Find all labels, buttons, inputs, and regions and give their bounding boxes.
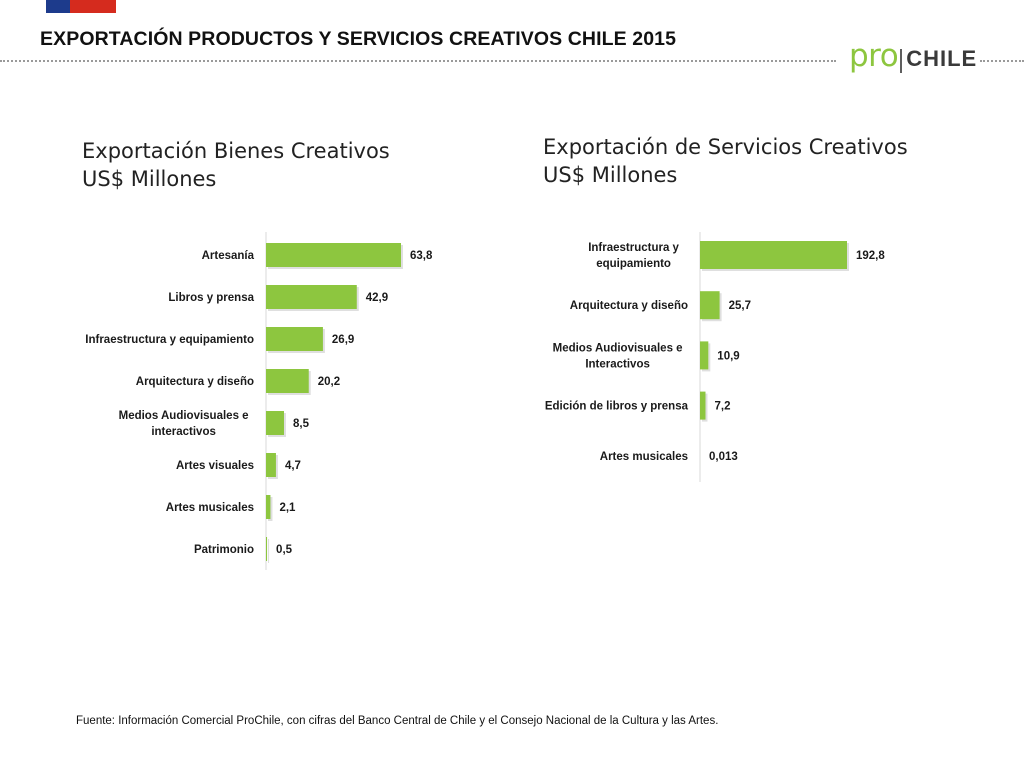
logo-pro: pro <box>849 38 899 74</box>
services-chart-title-line2: US$ Millones <box>543 163 678 187</box>
services-bar <box>700 291 720 320</box>
services-value-label: 0,013 <box>709 451 738 463</box>
goods-bar <box>266 411 284 435</box>
goods-value-label: 8,5 <box>293 418 310 430</box>
goods-bar <box>266 495 271 519</box>
goods-bar <box>266 327 323 351</box>
title-divider <box>0 60 836 62</box>
services-category-label: Artes musicales <box>600 451 688 463</box>
services-bar <box>700 341 709 370</box>
goods-bar-shadow <box>268 539 270 563</box>
services-category-label: Infraestructura y equipamiento <box>588 242 679 270</box>
goods-category-label: Libros y prensa <box>168 292 254 304</box>
goods-category-label: Artes visuales <box>176 460 254 472</box>
goods-bar <box>266 285 357 309</box>
flag-red-field <box>70 0 116 13</box>
chile-flag <box>46 0 116 13</box>
title-divider-right <box>980 60 1024 62</box>
goods-bar <box>266 537 268 561</box>
goods-value-label: 20,2 <box>318 376 340 388</box>
goods-value-label: 0,5 <box>276 544 293 556</box>
services-bar <box>700 241 847 269</box>
source-footnote: Fuente: Información Comercial ProChile, … <box>76 715 719 727</box>
goods-bar <box>266 243 401 267</box>
services-value-label: 10,9 <box>717 350 739 362</box>
goods-chart-title: Exportación Bienes Creativos US$ Millone… <box>82 137 390 193</box>
services-chart-title-line1: Exportación de Servicios Creativos <box>543 135 908 159</box>
goods-category-label: Medios Audiovisuales e interactivos <box>119 410 249 438</box>
goods-value-label: 2,1 <box>279 502 296 514</box>
goods-bar <box>266 369 309 393</box>
services-category-label: Medios Audiovisuales e Interactivos <box>553 342 683 370</box>
page-title: EXPORTACIÓN PRODUCTOS Y SERVICIOS CREATI… <box>40 28 677 50</box>
services-value-label: 192,8 <box>856 250 885 262</box>
logo-separator <box>900 49 903 73</box>
goods-category-label: Artes musicales <box>166 502 254 514</box>
goods-category-label: Arquitectura y diseño <box>136 376 254 388</box>
logo-chile: CHILE <box>906 46 978 71</box>
goods-category-label: Artesanía <box>202 250 255 262</box>
goods-bar <box>266 453 276 477</box>
goods-value-label: 4,7 <box>285 460 301 472</box>
goods-value-label: 42,9 <box>366 292 388 304</box>
services-value-label: 25,7 <box>729 300 751 312</box>
goods-chart-title-line2: US$ Millones <box>82 167 217 191</box>
goods-value-label: 26,9 <box>332 334 354 346</box>
services-category-label: Arquitectura y diseño <box>570 300 688 312</box>
services-category-label: Edición de libros y prensa <box>545 401 689 413</box>
prochile-logo: pro CHILE <box>849 38 977 78</box>
flag-blue-field <box>46 0 70 13</box>
services-bar <box>700 391 706 420</box>
services-chart-title: Exportación de Servicios Creativos US$ M… <box>543 133 908 189</box>
goods-category-label: Patrimonio <box>194 544 254 556</box>
goods-chart-title-line1: Exportación Bienes Creativos <box>82 139 390 163</box>
goods-category-label: Infraestructura y equipamiento <box>85 334 254 346</box>
goods-value-label: 63,8 <box>410 250 433 262</box>
services-value-label: 7,2 <box>714 401 730 413</box>
